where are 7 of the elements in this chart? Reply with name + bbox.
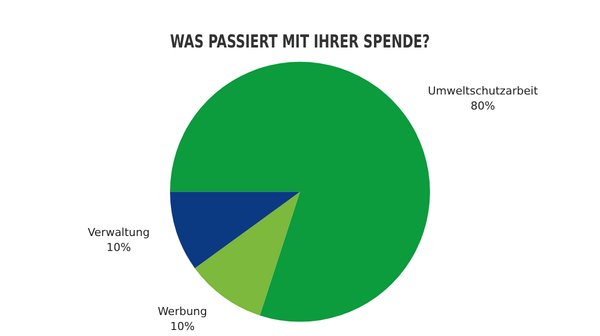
data-label: 80% bbox=[470, 99, 496, 112]
slice-label: Werbung bbox=[158, 304, 208, 318]
data-label: 10% bbox=[170, 320, 195, 333]
data-label: 10% bbox=[106, 240, 131, 254]
slice-label: Verwaltung bbox=[88, 226, 150, 239]
slice-label: Umweltschutzarbeit bbox=[428, 84, 539, 98]
chart-title: WAS PASSIERT MIT IHRER SPENDE? bbox=[170, 30, 430, 52]
